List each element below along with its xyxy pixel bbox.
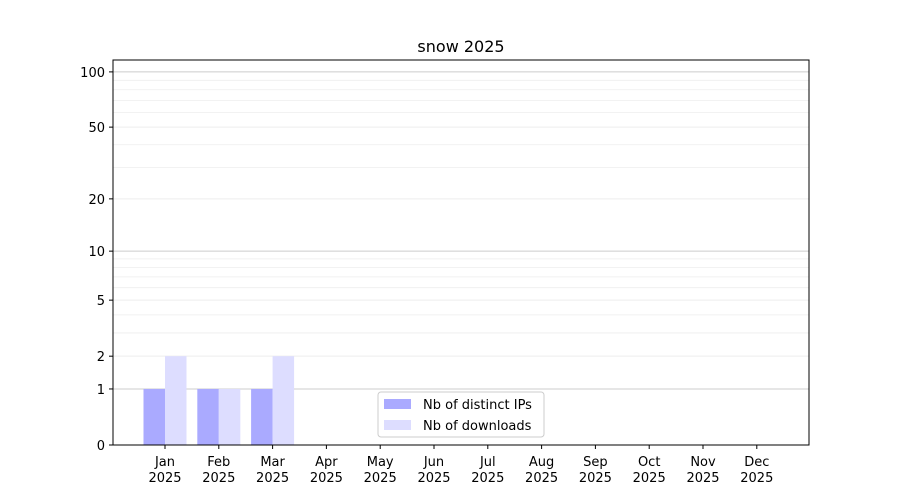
legend-label: Nb of downloads: [423, 419, 532, 434]
x-tick-label: Sep 2025: [579, 455, 612, 486]
x-tick-label: Nov 2025: [686, 455, 719, 486]
chart-title: snow 2025: [417, 37, 504, 56]
y-tick-label: 100: [80, 66, 105, 81]
x-tick-label: Feb 2025: [202, 455, 235, 486]
x-tick-label: Oct 2025: [633, 455, 666, 486]
x-tick-label: Aug 2025: [525, 455, 558, 486]
bar-nb-of-downloads: [272, 356, 295, 445]
y-tick-label: 0: [97, 439, 105, 454]
y-tick-label: 20: [88, 193, 105, 208]
x-tick-label: Dec 2025: [740, 455, 773, 486]
bar-nb-of-downloads: [218, 388, 241, 445]
bar-nb-of-distinct-ips: [143, 388, 165, 445]
x-tick-label: Jul 2025: [471, 455, 504, 486]
legend-box: [377, 391, 545, 438]
bar-nb-of-distinct-ips: [197, 388, 219, 445]
y-tick-label: 50: [88, 121, 105, 136]
bar-nb-of-distinct-ips: [251, 388, 273, 445]
x-tick-label: Jun 2025: [417, 455, 450, 486]
y-tick-label: 5: [97, 294, 105, 309]
x-tick-label: May 2025: [364, 455, 397, 486]
legend: Nb of distinct IPs Nb of downloads: [377, 391, 545, 438]
legend-swatch: [384, 420, 411, 430]
plot-frame: [112, 59, 810, 446]
x-tick-label: Mar 2025: [256, 455, 289, 486]
x-tick-label: Jan 2025: [148, 455, 181, 486]
y-tick-label: 1: [97, 383, 105, 398]
legend-label: Nb of distinct IPs: [423, 398, 532, 413]
y-tick-label: 2: [97, 350, 105, 365]
legend-swatch: [384, 399, 411, 409]
y-tick-label: 10: [88, 245, 105, 260]
bar-nb-of-downloads: [165, 356, 187, 445]
x-tick-label: Apr 2025: [310, 455, 343, 486]
